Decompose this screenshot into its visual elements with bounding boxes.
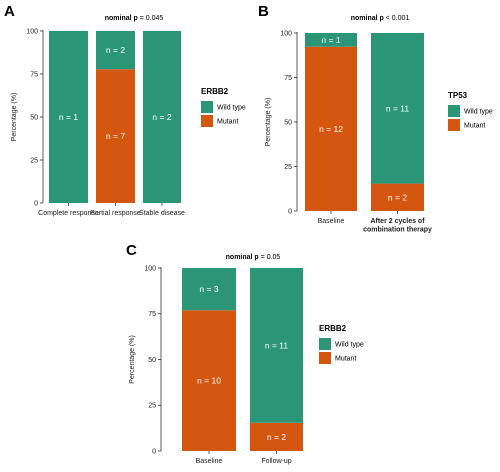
panel-title: nominal p = 0.05 xyxy=(226,254,281,261)
bar-label-mutant: n = 7 xyxy=(106,131,125,141)
y-tick-label: 25 xyxy=(30,157,38,164)
x-tick-label: Baseline xyxy=(318,218,345,225)
panel-title-prefix: nominal p xyxy=(105,15,140,22)
y-tick-label: 75 xyxy=(284,75,292,82)
panel-title-value: < 0.001 xyxy=(386,15,410,22)
bar-label-mutant: n = 2 xyxy=(388,192,407,202)
panel-title: nominal p < 0.001 xyxy=(351,15,410,22)
panel-title-prefix: nominal p xyxy=(351,15,386,22)
bar-wild-type xyxy=(96,31,135,70)
bar-wild-type xyxy=(49,31,88,203)
y-tick-label: 100 xyxy=(280,30,292,37)
legend-title: ERBB2 xyxy=(201,87,229,96)
legend-label-wild-type: Wild type xyxy=(217,105,246,112)
bar-wild-type xyxy=(182,268,236,311)
bar-label-mutant: n = 10 xyxy=(197,376,221,386)
x-tick-label: Baseline xyxy=(196,458,223,465)
bar-label-mutant: n = 12 xyxy=(319,124,343,134)
bar-label-wild-type: n = 3 xyxy=(199,284,218,294)
legend-swatch-wild-type xyxy=(319,338,331,350)
y-axis-label: Percentage (%) xyxy=(129,335,136,384)
panel-letter: A xyxy=(4,3,15,20)
bar-label-wild-type: n = 2 xyxy=(106,45,125,55)
x-tick-label: Partial response xyxy=(90,210,141,217)
bar-label-wild-type: n = 1 xyxy=(59,112,78,122)
y-tick-label: 75 xyxy=(148,311,156,318)
bar-label-mutant: n = 2 xyxy=(267,432,286,442)
y-tick-label: 0 xyxy=(152,448,156,455)
y-tick-label: 50 xyxy=(284,119,292,126)
panel-title: nominal p = 0.045 xyxy=(105,15,164,22)
panel-title-value: = 0.045 xyxy=(140,15,164,22)
panel-title-value: = 0.05 xyxy=(261,254,281,261)
panel-letter: C xyxy=(126,242,137,259)
legend-label-mutant: Mutant xyxy=(217,119,238,126)
y-tick-label: 25 xyxy=(148,403,156,410)
legend-label-mutant: Mutant xyxy=(335,356,356,363)
y-axis-label: Percentage (%) xyxy=(265,98,272,147)
y-tick-label: 75 xyxy=(30,71,38,78)
y-tick-label: 0 xyxy=(34,200,38,207)
x-tick-label: After 2 cycles of xyxy=(370,218,425,225)
bar-wild-type xyxy=(371,33,424,184)
panel-title-prefix: nominal p xyxy=(226,254,261,261)
legend-swatch-mutant xyxy=(448,119,460,131)
legend-title: ERBB2 xyxy=(319,324,347,333)
panel-letter: B xyxy=(258,3,269,20)
bar-mutant xyxy=(250,422,303,451)
x-tick-label: Follow-up xyxy=(261,458,291,465)
legend-label-mutant: Mutant xyxy=(464,123,485,130)
bar-label-wild-type: n = 2 xyxy=(152,112,171,122)
legend-swatch-mutant xyxy=(201,115,213,127)
bar-label-wild-type: n = 1 xyxy=(321,35,340,45)
y-tick-label: 25 xyxy=(284,164,292,171)
bar-label-wild-type: n = 11 xyxy=(386,103,410,113)
bar-mutant xyxy=(96,69,135,204)
bar-wild-type xyxy=(250,268,303,423)
legend-label-wild-type: Wild type xyxy=(464,109,493,116)
legend-label-wild-type: Wild type xyxy=(335,342,364,349)
x-tick-label: Complete response xyxy=(38,210,99,217)
bar-mutant xyxy=(371,183,424,211)
y-tick-label: 0 xyxy=(288,208,292,215)
y-tick-label: 50 xyxy=(148,357,156,364)
y-axis-label: Percentage (%) xyxy=(11,93,18,142)
bar-mutant xyxy=(182,310,236,451)
x-tick-label: Stable disease xyxy=(139,210,185,217)
legend-title: TP53 xyxy=(448,91,468,100)
y-tick-label: 100 xyxy=(144,265,156,272)
legend-swatch-mutant xyxy=(319,352,331,364)
bar-wild-type xyxy=(305,33,357,47)
y-tick-label: 100 xyxy=(26,28,38,35)
y-tick-label: 50 xyxy=(30,114,38,121)
legend-swatch-wild-type xyxy=(201,101,213,113)
bar-wild-type xyxy=(143,31,181,203)
bar-mutant xyxy=(305,46,357,212)
legend-swatch-wild-type xyxy=(448,105,460,117)
bar-label-wild-type: n = 11 xyxy=(265,340,289,350)
x-tick-label: combination therapy xyxy=(363,227,432,234)
